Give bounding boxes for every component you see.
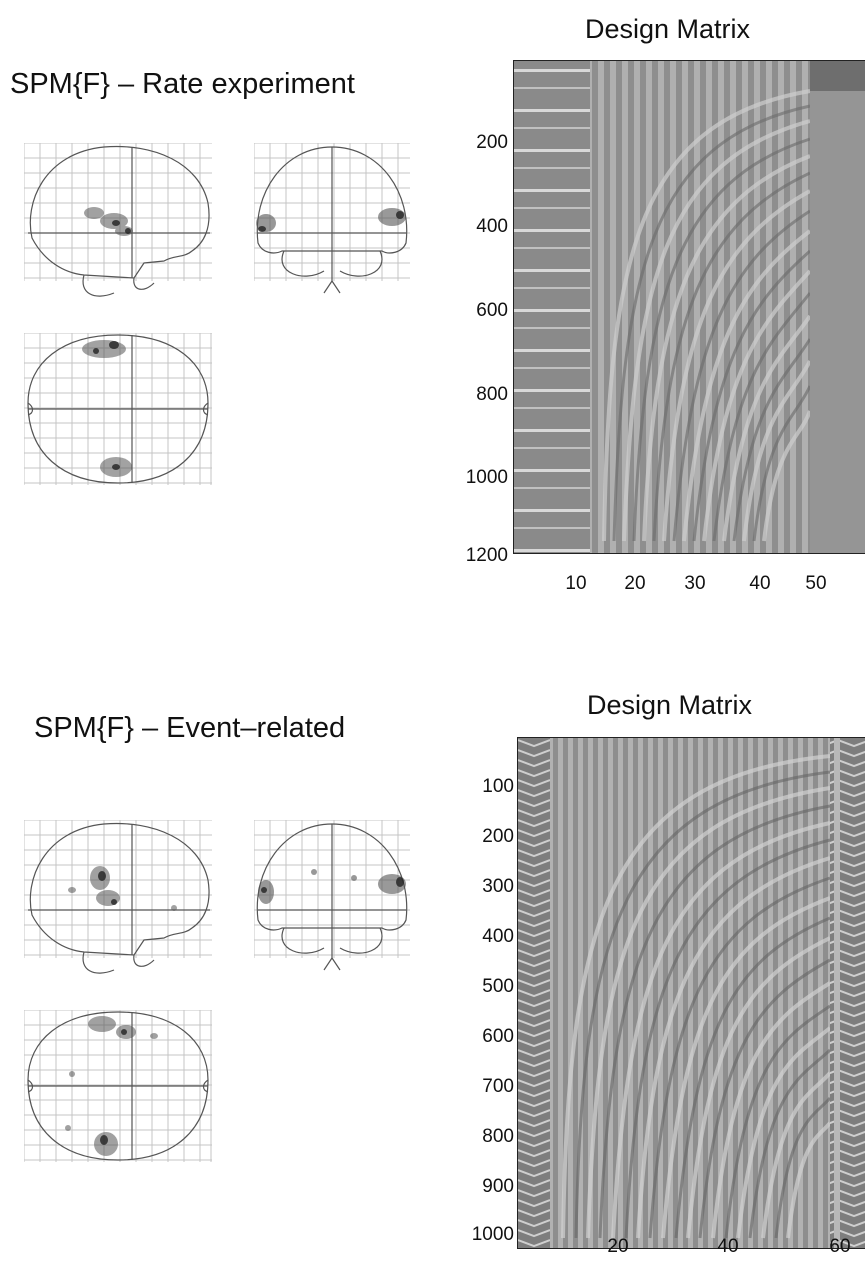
x-tick-label: 20: [607, 1236, 629, 1257]
y-tick-label: 600: [476, 300, 508, 321]
design-matrix-image-2: [517, 737, 865, 1249]
design-matrix-title-2: Design Matrix: [587, 690, 753, 720]
y-tick-label: 600: [482, 1026, 514, 1047]
y-tick-label: 1200: [465, 545, 508, 566]
x-tick-label: 40: [749, 573, 771, 594]
x-tick-label: 50: [805, 573, 827, 594]
y-tick-label: 100: [482, 776, 514, 797]
x-tick-label: 60: [829, 1236, 851, 1257]
y-tick-label: 500: [482, 976, 514, 997]
spm-title-rate: SPM{F} – Rate experiment: [10, 68, 355, 100]
design-matrix-image-1: [513, 60, 865, 554]
glass-brain-coronal: [254, 143, 410, 299]
glass-brain-axial: [24, 333, 212, 485]
spm-title-event: SPM{F} – Event–related: [34, 712, 346, 744]
glass-brain-sagittal: [24, 820, 212, 976]
glass-brain-coronal: [254, 820, 410, 976]
x-tick-label: 40: [717, 1236, 739, 1257]
y-tick-label: 800: [482, 1126, 514, 1147]
y-tick-label: 400: [476, 216, 508, 237]
design-matrix-title-1: Design Matrix: [585, 14, 751, 44]
y-tick-label: 300: [482, 876, 514, 897]
y-tick-label: 800: [476, 384, 508, 405]
x-tick-label: 30: [684, 573, 706, 594]
y-tick-label: 1000: [465, 467, 508, 488]
y-tick-label: 200: [476, 132, 508, 153]
y-tick-label: 400: [482, 926, 514, 947]
y-tick-label: 200: [482, 826, 514, 847]
x-tick-label: 20: [624, 573, 646, 594]
y-tick-label: 700: [482, 1076, 514, 1097]
y-tick-label: 1000: [471, 1224, 514, 1245]
glass-brain-axial: [24, 1010, 212, 1162]
y-tick-label: 900: [482, 1176, 514, 1197]
x-tick-label: 10: [565, 573, 587, 594]
glass-brain-sagittal: [24, 143, 212, 299]
